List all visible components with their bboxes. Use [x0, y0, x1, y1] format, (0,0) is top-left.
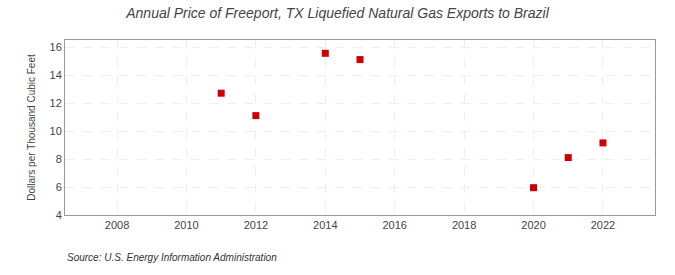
svg-text:2010: 2010 [174, 219, 198, 231]
svg-text:4: 4 [56, 209, 62, 221]
svg-text:Source: U.S. Energy Informatio: Source: U.S. Energy Information Administ… [67, 252, 277, 263]
svg-text:Dollars per Thousand Cubic Fee: Dollars per Thousand Cubic Feet [26, 54, 37, 201]
svg-text:2012: 2012 [244, 219, 268, 231]
svg-text:14: 14 [50, 69, 62, 81]
svg-text:2022: 2022 [591, 219, 615, 231]
svg-text:2008: 2008 [105, 219, 129, 231]
svg-text:10: 10 [50, 125, 62, 137]
svg-text:12: 12 [50, 97, 62, 109]
svg-text:2016: 2016 [382, 219, 406, 231]
svg-text:8: 8 [56, 153, 62, 165]
svg-text:2020: 2020 [521, 219, 545, 231]
svg-text:2018: 2018 [452, 219, 476, 231]
svg-text:6: 6 [56, 181, 62, 193]
svg-text:16: 16 [50, 41, 62, 53]
svg-text:Annual Price of Freeport, TX L: Annual Price of Freeport, TX Liquefied N… [125, 5, 549, 21]
svg-text:2014: 2014 [313, 219, 337, 231]
